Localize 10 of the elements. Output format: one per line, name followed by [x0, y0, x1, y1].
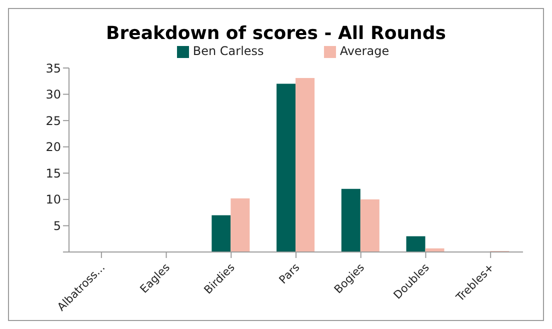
legend-label: Average — [340, 44, 390, 58]
legend-label: Ben Carless — [192, 44, 264, 58]
y-tick-label: 10 — [46, 192, 61, 207]
y-tick-label: 15 — [46, 166, 61, 180]
y-tick-label: 25 — [46, 114, 61, 128]
y-tick-label: 30 — [46, 88, 61, 102]
y-tick-label: 5 — [53, 218, 61, 233]
y-tick-label: 35 — [46, 61, 61, 76]
y-tick-label: 20 — [46, 140, 61, 154]
chart-title: Breakdown of scores - All Rounds — [105, 23, 447, 44]
